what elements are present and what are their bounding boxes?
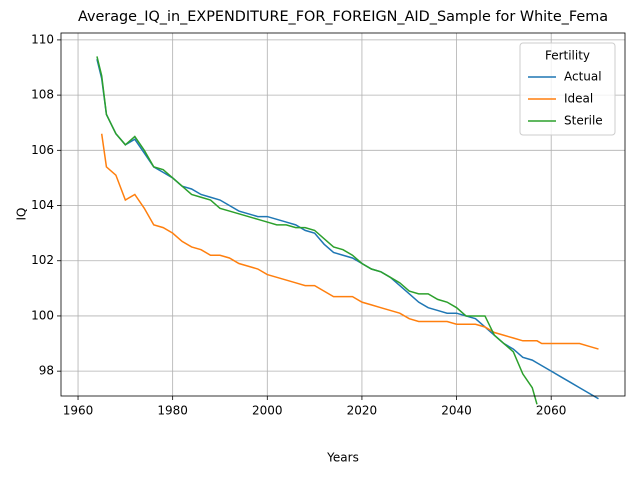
data-line	[96, 56, 538, 405]
legend-label: Actual	[564, 70, 602, 84]
y-tick-label: 98	[39, 364, 54, 378]
y-tick-label: 110	[31, 32, 54, 46]
y-axis-label: IQ	[15, 208, 29, 221]
y-tick-label: 104	[31, 198, 54, 212]
legend-box	[519, 42, 616, 136]
legend-label: Ideal	[564, 92, 593, 106]
y-tick-label: 102	[31, 253, 54, 267]
x-tick-label: 1980	[157, 404, 188, 418]
x-axis-label: Years	[326, 451, 359, 465]
y-tick-label: 108	[31, 88, 54, 102]
x-tick-label: 2020	[347, 404, 378, 418]
x-tick-label: 2040	[441, 404, 472, 418]
x-tick-label: 2060	[536, 404, 567, 418]
chart-title: Average_IQ_in_EXPENDITURE_FOR_FOREIGN_AI…	[78, 9, 608, 25]
legend-title: Fertility	[545, 49, 590, 63]
plot-frame	[60, 32, 626, 397]
x-tick-label: 2000	[252, 404, 283, 418]
x-tick-label: 1960	[63, 404, 94, 418]
data-line	[100, 133, 599, 350]
legend-label: Sterile	[564, 114, 603, 128]
y-tick-label: 106	[31, 143, 54, 157]
y-tick-label: 100	[31, 308, 54, 322]
